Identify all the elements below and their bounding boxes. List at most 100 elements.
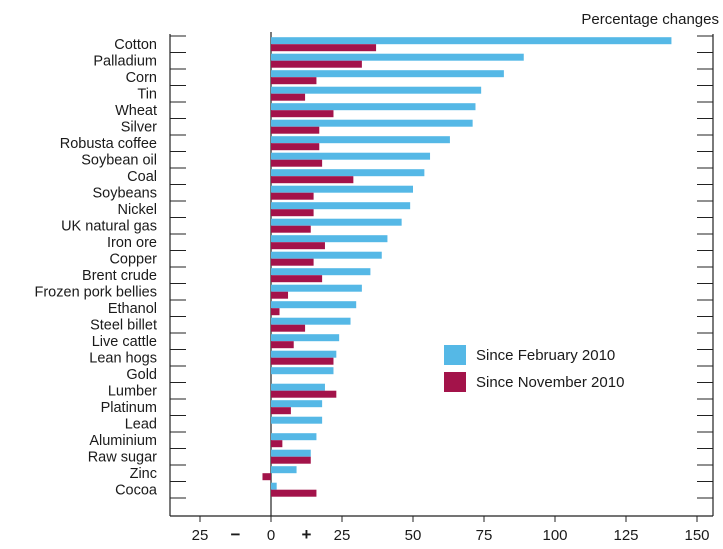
bar-nov-2010 (271, 44, 377, 52)
legend-label: Since November 2010 (476, 374, 624, 391)
category-label: Corn (126, 70, 157, 86)
bar-nov-2010 (271, 209, 314, 217)
bar-feb-2010 (271, 350, 337, 358)
bar-nov-2010 (271, 440, 283, 448)
bar-nov-2010 (271, 110, 334, 118)
bar-nov-2010 (271, 291, 289, 299)
bar-nov-2010 (271, 143, 320, 151)
category-label: Copper (109, 252, 157, 268)
bar-nov-2010 (271, 159, 323, 167)
category-label: Lean hogs (89, 351, 157, 367)
legend-swatch (444, 345, 466, 365)
category-label: UK natural gas (61, 219, 157, 235)
category-label: Soybean oil (81, 153, 157, 169)
bar-nov-2010 (271, 258, 314, 266)
category-label: Silver (121, 120, 157, 136)
bar-nov-2010 (262, 473, 271, 481)
bar-feb-2010 (271, 251, 382, 259)
bar-nov-2010 (271, 242, 325, 250)
bar-feb-2010 (271, 449, 311, 457)
bar-nov-2010 (271, 225, 311, 233)
category-label: Iron ore (107, 235, 157, 251)
bar-nov-2010 (271, 357, 334, 365)
x-sign-label: + (302, 525, 312, 544)
bar-nov-2010 (271, 407, 291, 415)
x-tick-label: 125 (613, 527, 638, 544)
bar-nov-2010 (271, 456, 311, 464)
category-label: Live cattle (92, 334, 157, 350)
bar-nov-2010 (271, 192, 314, 200)
bar-feb-2010 (271, 152, 431, 160)
bar-feb-2010 (271, 400, 323, 408)
bar-feb-2010 (271, 218, 402, 226)
bar-feb-2010 (271, 416, 323, 424)
x-tick-label: 25 (334, 527, 351, 544)
plot-area: CottonPalladiumCornTinWheatSilverRobusta… (35, 32, 714, 544)
category-label: Frozen pork bellies (35, 285, 158, 301)
bar-nov-2010 (271, 176, 354, 184)
category-label: Cotton (114, 37, 157, 53)
category-label: Aluminium (89, 433, 157, 449)
legend: Since February 2010 Since November 2010 (444, 345, 624, 392)
bar-nov-2010 (271, 77, 317, 85)
legend-swatch (444, 372, 466, 392)
bar-nov-2010 (271, 93, 306, 101)
x-tick-label: 50 (405, 527, 422, 544)
bar-feb-2010 (271, 466, 297, 474)
bar-nov-2010 (271, 341, 294, 349)
x-tick-label: 0 (267, 527, 275, 544)
bar-feb-2010 (271, 37, 672, 45)
category-label: Nickel (118, 202, 157, 218)
bar-nov-2010 (271, 308, 280, 316)
bar-feb-2010 (271, 136, 450, 144)
category-label: Ethanol (108, 301, 157, 317)
bar-feb-2010 (271, 86, 482, 94)
bar-feb-2010 (271, 334, 340, 342)
bar-nov-2010 (271, 324, 306, 332)
x-tick-label: 150 (684, 527, 709, 544)
x-sign-label: − (231, 525, 241, 544)
category-label: Wheat (115, 103, 157, 119)
x-tick-label: 75 (476, 527, 493, 544)
category-label: Soybeans (93, 186, 158, 202)
category-label: Robusta coffee (60, 136, 157, 152)
bar-nov-2010 (271, 390, 337, 398)
bar-feb-2010 (271, 169, 425, 177)
bar-feb-2010 (271, 433, 317, 441)
x-tick-label: 25 (192, 527, 209, 544)
bar-nov-2010 (271, 275, 323, 283)
category-label: Raw sugar (88, 450, 157, 466)
bar-feb-2010 (271, 482, 277, 490)
category-label: Steel billet (90, 318, 157, 334)
category-label: Palladium (93, 54, 157, 70)
bar-feb-2010 (271, 119, 473, 127)
bar-nov-2010 (271, 489, 317, 497)
bar-feb-2010 (271, 268, 371, 276)
category-label: Brent crude (82, 268, 157, 284)
bar-nov-2010 (271, 60, 362, 68)
bar-feb-2010 (271, 235, 388, 243)
category-label: Tin (137, 87, 157, 103)
bar-feb-2010 (271, 383, 325, 391)
legend-label: Since February 2010 (476, 347, 615, 364)
bar-feb-2010 (271, 284, 362, 292)
bar-nov-2010 (271, 126, 320, 134)
x-tick-label: 100 (542, 527, 567, 544)
category-label: Zinc (130, 466, 157, 482)
category-label: Cocoa (115, 483, 158, 499)
bar-feb-2010 (271, 103, 476, 111)
bar-feb-2010 (271, 202, 411, 210)
bar-feb-2010 (271, 367, 334, 375)
chart-title: Percentage changes (581, 11, 719, 28)
category-label: Lumber (108, 384, 157, 400)
bar-feb-2010 (271, 301, 357, 309)
bar-feb-2010 (271, 70, 504, 78)
bar-feb-2010 (271, 53, 524, 61)
category-label: Lead (125, 417, 157, 433)
bar-feb-2010 (271, 185, 413, 193)
bar-feb-2010 (271, 317, 351, 325)
category-label: Coal (127, 169, 157, 185)
category-label: Gold (126, 367, 157, 383)
category-label: Platinum (101, 400, 157, 416)
